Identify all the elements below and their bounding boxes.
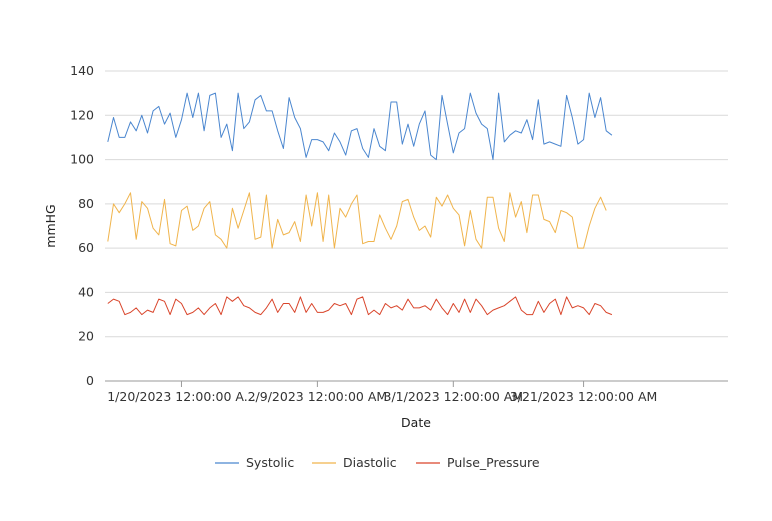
x-axis-title: Date [401,415,431,430]
series-line-pulse-pressure [107,296,613,316]
legend-item-systolic: Systolic [215,455,294,470]
y-tick-label: 60 [78,240,94,255]
y-axis-ticks: 0 20 40 60 80 100 120 140 [70,63,94,388]
y-tick-label: 0 [86,373,94,388]
y-tick-label: 140 [70,63,94,78]
y-axis-title: mmHG [43,204,58,247]
y-tick-label: 40 [78,284,94,299]
legend-label: Systolic [246,455,294,470]
legend-label: Pulse_Pressure [447,455,540,470]
x-tick-label: 3/21/2023 12:00:00 AM [510,389,658,404]
series-line-diastolic [107,192,607,249]
x-tick-label: 1/20/2023 12:00:00 A... [107,389,255,404]
x-axis: 1/20/2023 12:00:00 A...2/9/2023 12:00:00… [107,381,657,404]
legend: Systolic Diastolic Pulse_Pressure [215,455,540,470]
series-line-systolic [107,92,613,161]
legend-item-pulse-pressure: Pulse_Pressure [416,455,540,470]
legend-label: Diastolic [343,455,397,470]
y-tick-label: 100 [70,152,94,167]
gridlines [105,70,728,382]
x-tick-label: 2/9/2023 12:00:00 AM [248,389,388,404]
x-tick-label: 3/1/2023 12:00:00 AM [384,389,524,404]
legend-item-diastolic: Diastolic [312,455,397,470]
y-tick-label: 80 [78,196,94,211]
y-tick-label: 20 [78,329,94,344]
y-tick-label: 120 [70,107,94,122]
series-lines [107,92,613,316]
